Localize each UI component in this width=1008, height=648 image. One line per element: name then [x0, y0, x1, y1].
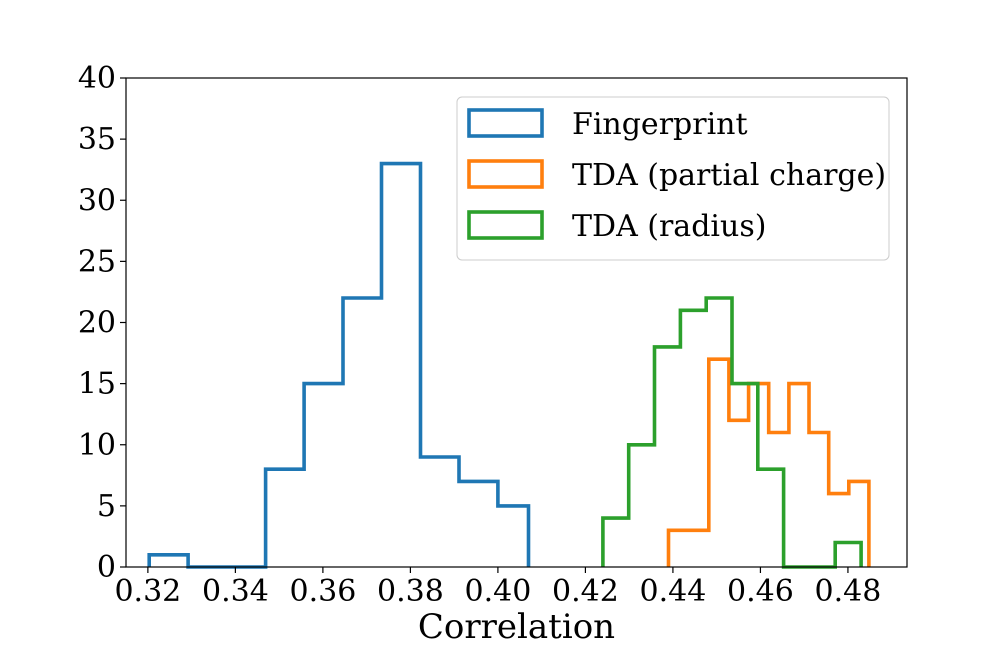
x-tick-label: 0.34 — [202, 574, 269, 609]
y-tick-label: 35 — [78, 122, 116, 157]
legend-swatch-2 — [467, 210, 544, 240]
x-tick-label: 0.44 — [640, 574, 707, 609]
y-axis: 0 5 10 15 20 25 30 35 40 — [78, 61, 126, 585]
legend-swatch-1 — [467, 159, 544, 189]
y-tick-label: 5 — [97, 489, 116, 524]
y-tick-label: 25 — [78, 244, 116, 279]
y-tick-label: 20 — [78, 306, 116, 341]
x-tick-label: 0.40 — [465, 574, 532, 609]
y-tick-label: 0 — [97, 550, 116, 585]
legend-label-0: Fingerprint — [572, 107, 748, 142]
legend-label-1: TDA (partial charge) — [572, 158, 886, 193]
legend-swatch-0 — [467, 108, 544, 138]
x-axis: 0.32 0.34 0.36 0.38 0.40 0.42 0.44 0.46 0.48 — [114, 567, 881, 609]
x-tick-label: 0.36 — [289, 574, 356, 609]
x-tick-label: 0.38 — [377, 574, 444, 609]
y-tick-label: 10 — [78, 428, 116, 463]
y-tick-label: 40 — [78, 61, 116, 96]
x-tick-label: 0.42 — [552, 574, 619, 609]
legend: Fingerprint TDA (partial charge) TDA (radi… — [456, 96, 890, 261]
x-tick-label: 0.32 — [114, 574, 181, 609]
x-tick-label: 0.46 — [727, 574, 794, 609]
legend-label-2: TDA (radius) — [572, 209, 766, 244]
x-tick-label: 0.48 — [815, 574, 882, 609]
series-1-outline — [666, 357, 871, 567]
y-tick-label: 30 — [78, 183, 116, 218]
y-tick-label: 15 — [78, 367, 116, 402]
legend-box — [456, 96, 890, 261]
x-axis-title: Correlation — [418, 607, 615, 647]
